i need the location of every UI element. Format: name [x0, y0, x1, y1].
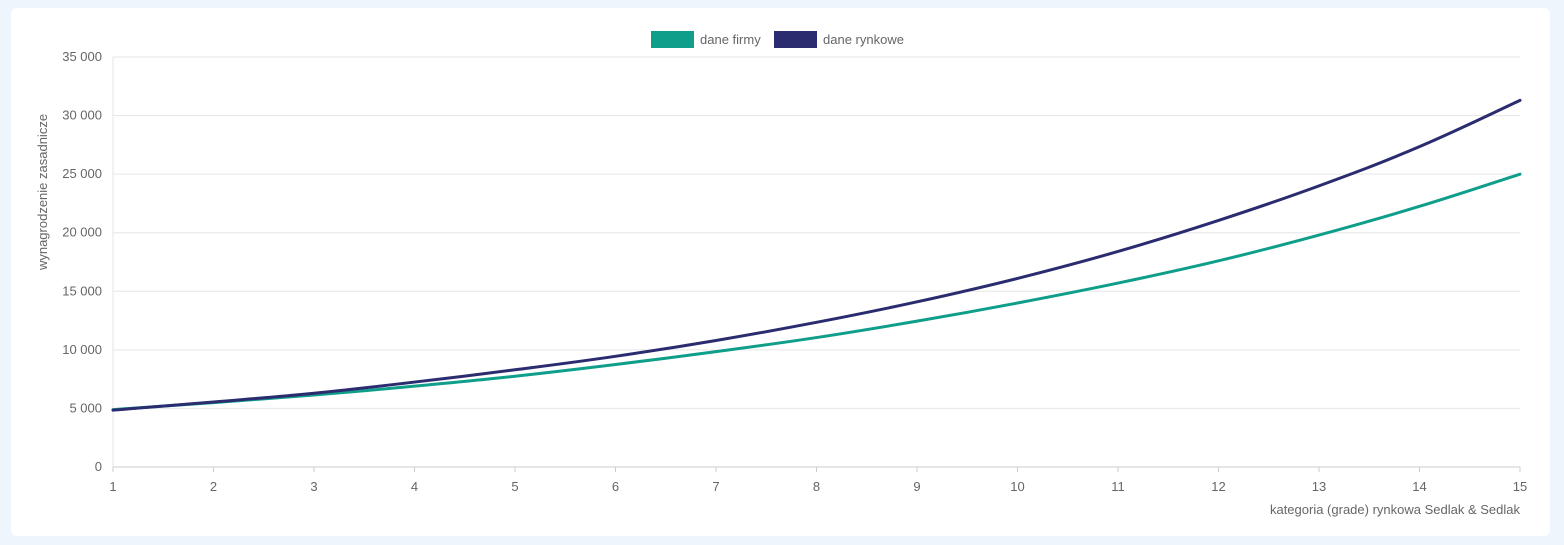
y-tick-label: 35 000 — [62, 49, 102, 64]
chart-card: 0 5 000 10 000 15 000 20 000 25 000 30 000 35 0… — [11, 8, 1550, 536]
y-axis-title: wynagrodzenie zasadnicze — [35, 114, 50, 271]
series-line-2 — [111, 98, 1522, 412]
y-tick-label: 15 000 — [62, 283, 102, 298]
legend-item[interactable]: dane rynkowe — [774, 31, 904, 48]
x-tick-label: 8 — [813, 479, 820, 494]
x-tick-label: 9 — [913, 479, 920, 494]
x-tick-label: 3 — [310, 479, 317, 494]
y-tick-label: 0 — [95, 459, 102, 474]
x-tick-label: 10 — [1010, 479, 1024, 494]
y-tick-label: 10 000 — [62, 342, 102, 357]
x-tick-label: 12 — [1211, 479, 1225, 494]
x-tick-label: 6 — [612, 479, 619, 494]
line-chart: 0 5 000 10 000 15 000 20 000 25 000 30 000 35 0… — [35, 31, 1527, 517]
legend-item[interactable]: dane firmy — [651, 31, 761, 48]
series-line-1 — [111, 172, 1522, 412]
legend: dane firmy dane rynkowe — [651, 31, 904, 48]
x-tick-label: 1 — [109, 479, 116, 494]
x-tick-label: 2 — [210, 479, 217, 494]
y-tick-label: 20 000 — [62, 225, 102, 240]
legend-swatch — [774, 31, 817, 48]
x-tick-label: 14 — [1412, 479, 1426, 494]
x-tick-label: 4 — [411, 479, 418, 494]
y-tick-label: 5 000 — [69, 400, 102, 415]
grid-lines — [112, 56, 1520, 468]
x-tick-labels: 1 2 3 4 5 6 7 8 9 10 11 12 13 14 15 — [109, 467, 1527, 494]
series-lines — [111, 98, 1522, 412]
x-tick-label: 11 — [1111, 479, 1125, 494]
x-tick-label: 7 — [712, 479, 719, 494]
y-tick-label: 25 000 — [62, 166, 102, 181]
legend-swatch — [651, 31, 694, 48]
legend-label: dane rynkowe — [823, 32, 904, 47]
x-tick-label: 13 — [1312, 479, 1326, 494]
y-tick-labels: 0 5 000 10 000 15 000 20 000 25 000 30 000 35 0… — [62, 49, 102, 474]
y-tick-label: 30 000 — [62, 108, 102, 123]
legend-label: dane firmy — [700, 32, 761, 47]
x-axis-title: kategoria (grade) rynkowa Sedlak & Sedla… — [1270, 502, 1521, 517]
x-tick-label: 5 — [511, 479, 518, 494]
x-tick-label: 15 — [1513, 479, 1527, 494]
